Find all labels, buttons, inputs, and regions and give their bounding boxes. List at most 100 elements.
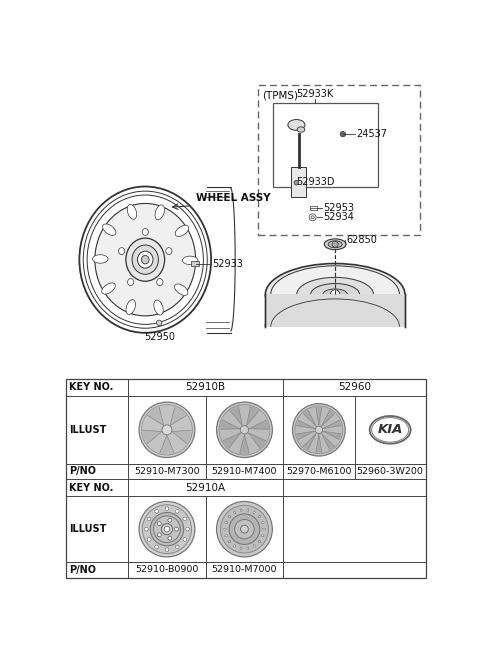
- Bar: [273, 104, 378, 186]
- Circle shape: [155, 545, 158, 548]
- Polygon shape: [143, 430, 162, 444]
- Polygon shape: [170, 407, 187, 425]
- Circle shape: [147, 538, 151, 541]
- Text: 62850: 62850: [347, 236, 378, 245]
- Ellipse shape: [224, 528, 226, 530]
- Polygon shape: [322, 409, 335, 426]
- Ellipse shape: [228, 541, 230, 543]
- Circle shape: [142, 405, 192, 455]
- Text: KIA: KIA: [377, 423, 403, 436]
- Ellipse shape: [166, 247, 172, 255]
- Ellipse shape: [127, 205, 137, 219]
- Bar: [191, 261, 199, 266]
- Circle shape: [143, 504, 192, 554]
- Polygon shape: [296, 431, 314, 440]
- Text: 52960: 52960: [338, 382, 371, 392]
- Ellipse shape: [328, 241, 342, 248]
- Circle shape: [315, 426, 323, 434]
- Ellipse shape: [142, 228, 148, 236]
- Ellipse shape: [311, 283, 360, 305]
- Circle shape: [155, 510, 158, 513]
- Bar: [310, 206, 316, 211]
- Text: 52910-M7300: 52910-M7300: [134, 467, 200, 476]
- Circle shape: [161, 523, 172, 535]
- Circle shape: [157, 522, 161, 525]
- Polygon shape: [147, 407, 164, 425]
- Polygon shape: [303, 434, 316, 450]
- Text: 52910-M7000: 52910-M7000: [212, 565, 277, 575]
- Polygon shape: [248, 433, 266, 449]
- Text: 52933D: 52933D: [296, 177, 335, 187]
- Polygon shape: [240, 435, 249, 454]
- Text: ILLUST: ILLUST: [69, 524, 107, 534]
- Circle shape: [294, 180, 299, 185]
- Ellipse shape: [288, 119, 305, 131]
- Text: 24537: 24537: [356, 129, 387, 139]
- Circle shape: [168, 518, 172, 522]
- Ellipse shape: [126, 238, 165, 281]
- Circle shape: [330, 290, 340, 299]
- Ellipse shape: [253, 544, 255, 547]
- Circle shape: [183, 517, 187, 521]
- Circle shape: [295, 406, 343, 454]
- Circle shape: [216, 501, 272, 557]
- Polygon shape: [303, 409, 316, 426]
- Polygon shape: [324, 431, 342, 440]
- Circle shape: [219, 405, 270, 455]
- Ellipse shape: [265, 264, 405, 325]
- Ellipse shape: [79, 186, 211, 333]
- Ellipse shape: [175, 225, 189, 236]
- Ellipse shape: [225, 535, 228, 537]
- Ellipse shape: [155, 205, 165, 220]
- Circle shape: [309, 214, 316, 221]
- Circle shape: [165, 548, 169, 552]
- Polygon shape: [249, 420, 269, 429]
- Polygon shape: [296, 420, 314, 428]
- Text: 52960-3W200: 52960-3W200: [357, 467, 423, 476]
- Ellipse shape: [228, 516, 230, 518]
- Ellipse shape: [240, 547, 242, 550]
- Text: 52910-M7400: 52910-M7400: [212, 467, 277, 476]
- Ellipse shape: [258, 516, 261, 518]
- Bar: [66, 379, 426, 578]
- Ellipse shape: [247, 547, 249, 550]
- Text: ILLUST: ILLUST: [69, 425, 107, 435]
- Polygon shape: [223, 433, 240, 449]
- Ellipse shape: [132, 245, 158, 274]
- Circle shape: [144, 527, 148, 531]
- Circle shape: [332, 241, 338, 247]
- Circle shape: [156, 320, 162, 325]
- Text: KEY NO.: KEY NO.: [69, 483, 114, 493]
- Circle shape: [311, 216, 314, 219]
- Circle shape: [235, 520, 254, 539]
- Circle shape: [176, 510, 179, 513]
- Polygon shape: [160, 436, 174, 454]
- Circle shape: [139, 402, 195, 458]
- Circle shape: [150, 512, 184, 546]
- Ellipse shape: [370, 416, 410, 443]
- Ellipse shape: [297, 127, 305, 133]
- Circle shape: [292, 403, 345, 456]
- Text: 52933: 52933: [213, 258, 243, 268]
- Ellipse shape: [157, 279, 163, 285]
- Ellipse shape: [253, 511, 255, 514]
- Circle shape: [162, 425, 172, 435]
- Polygon shape: [316, 434, 322, 453]
- Polygon shape: [322, 434, 335, 450]
- Ellipse shape: [83, 191, 207, 328]
- Ellipse shape: [234, 511, 236, 514]
- Ellipse shape: [297, 277, 373, 311]
- Circle shape: [168, 536, 172, 540]
- Bar: [291, 167, 306, 197]
- Ellipse shape: [126, 300, 135, 314]
- Ellipse shape: [102, 283, 115, 294]
- Circle shape: [176, 545, 179, 548]
- Ellipse shape: [271, 266, 399, 323]
- Circle shape: [164, 526, 170, 532]
- Text: P/NO: P/NO: [69, 565, 96, 575]
- Circle shape: [147, 517, 151, 521]
- Circle shape: [175, 527, 179, 531]
- Circle shape: [186, 527, 190, 531]
- Ellipse shape: [324, 239, 346, 250]
- Ellipse shape: [154, 300, 163, 315]
